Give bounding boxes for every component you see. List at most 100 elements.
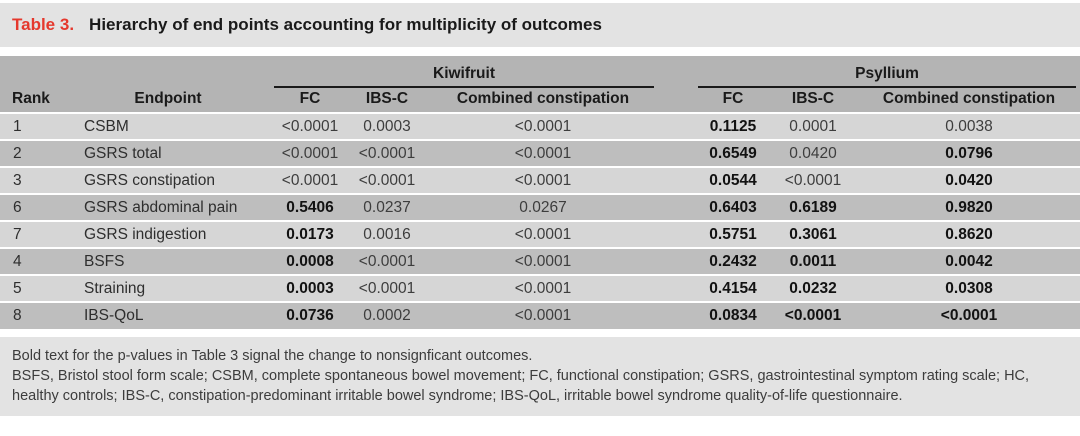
endpoint-cell: GSRS constipation xyxy=(62,166,274,194)
col-header-kiwifruit-combined: Combined constipation xyxy=(428,88,658,113)
table-row: 2 GSRS total <0.0001 <0.0001 <0.0001 0.6549 0.… xyxy=(0,139,1080,167)
pvalue-cell: 0.0002 xyxy=(346,301,428,329)
pvalue-cell: 0.0003 xyxy=(274,274,346,302)
table-row: 8 IBS-QoL 0.0736 0.0002 <0.0001 0.0834 <0.0001… xyxy=(0,301,1080,329)
spacer-cell xyxy=(658,247,698,275)
blank-header-cell xyxy=(0,56,62,88)
table-row: 3 GSRS constipation <0.0001 <0.0001 <0.0001 0… xyxy=(0,166,1080,194)
rank-cell: 3 xyxy=(0,166,62,194)
col-header-endpoint: Endpoint xyxy=(62,88,274,113)
pvalue-cell: <0.0001 xyxy=(428,166,658,194)
pvalue-cell: 0.0001 xyxy=(768,112,858,140)
pvalue-cell: 0.8620 xyxy=(858,220,1080,248)
pvalue-cell: 0.4154 xyxy=(698,274,768,302)
endpoint-cell: GSRS indigestion xyxy=(62,220,274,248)
pvalue-cell: <0.0001 xyxy=(428,301,658,329)
group-header-kiwifruit-label: Kiwifruit xyxy=(274,65,654,88)
rank-cell: 6 xyxy=(0,193,62,221)
col-header-psyllium-fc: FC xyxy=(698,88,768,113)
table-body: 1 CSBM <0.0001 0.0003 <0.0001 0.1125 0.0001 0.0… xyxy=(0,112,1080,329)
spacer-cell xyxy=(658,301,698,329)
pvalue-cell: 0.0420 xyxy=(768,139,858,167)
pvalue-cell: 0.0042 xyxy=(858,247,1080,275)
spacer-cell xyxy=(658,220,698,248)
group-header-psyllium: Psyllium xyxy=(698,56,1080,88)
outcomes-table: Kiwifruit Psyllium Rank Endpoint FC IBS-… xyxy=(0,56,1080,329)
pvalue-cell: 0.5751 xyxy=(698,220,768,248)
pvalue-cell: 0.0237 xyxy=(346,193,428,221)
spacer-cell xyxy=(658,166,698,194)
table-number: Table 3. xyxy=(12,15,75,34)
pvalue-cell: <0.0001 xyxy=(428,139,658,167)
pvalue-cell: <0.0001 xyxy=(428,220,658,248)
rank-cell: 5 xyxy=(0,274,62,302)
pvalue-cell: 0.1125 xyxy=(698,112,768,140)
footnote-abbreviations: BSFS, Bristol stool form scale; CSBM, co… xyxy=(12,368,1030,404)
endpoint-cell: BSFS xyxy=(62,247,274,275)
col-header-kiwifruit-ibsc: IBS-C xyxy=(346,88,428,113)
table-row: 6 GSRS abdominal pain 0.5406 0.0237 0.0267 0.… xyxy=(0,193,1080,221)
page-title: Hierarchy of end points accounting for m… xyxy=(89,15,602,34)
pvalue-cell: 0.0420 xyxy=(858,166,1080,194)
pvalue-cell: 0.9820 xyxy=(858,193,1080,221)
rank-cell: 8 xyxy=(0,301,62,329)
rank-cell: 1 xyxy=(0,112,62,140)
endpoint-cell: Straining xyxy=(62,274,274,302)
group-header-kiwifruit: Kiwifruit xyxy=(274,56,658,88)
group-header-psyllium-label: Psyllium xyxy=(698,65,1077,88)
pvalue-cell: 0.6403 xyxy=(698,193,768,221)
pvalue-cell: <0.0001 xyxy=(346,139,428,167)
pvalue-cell: <0.0001 xyxy=(274,166,346,194)
pvalue-cell: 0.6189 xyxy=(768,193,858,221)
spacer-cell xyxy=(658,112,698,140)
rank-cell: 7 xyxy=(0,220,62,248)
table-row: 7 GSRS indigestion 0.0173 0.0016 <0.0001 0.57… xyxy=(0,220,1080,248)
table-caption: Table 3. Hierarchy of end points account… xyxy=(0,3,1080,47)
blank-header-cell xyxy=(62,56,274,88)
pvalue-cell: 0.0544 xyxy=(698,166,768,194)
spacer-cell xyxy=(658,193,698,221)
col-header-rank: Rank xyxy=(0,88,62,113)
endpoint-cell: IBS-QoL xyxy=(62,301,274,329)
column-header-row: Rank Endpoint FC IBS-C Combined constipa… xyxy=(0,88,1080,113)
group-header-row: Kiwifruit Psyllium xyxy=(0,56,1080,88)
pvalue-cell: 0.0834 xyxy=(698,301,768,329)
pvalue-cell: 0.0267 xyxy=(428,193,658,221)
table-row: 1 CSBM <0.0001 0.0003 <0.0001 0.1125 0.0001 0.0… xyxy=(0,112,1080,140)
pvalue-cell: <0.0001 xyxy=(768,166,858,194)
endpoint-cell: CSBM xyxy=(62,112,274,140)
pvalue-cell: <0.0001 xyxy=(428,247,658,275)
table-row: 4 BSFS 0.0008 <0.0001 <0.0001 0.2432 0.0011 0.0… xyxy=(0,247,1080,275)
rank-cell: 4 xyxy=(0,247,62,275)
pvalue-cell: 0.3061 xyxy=(768,220,858,248)
pvalue-cell: <0.0001 xyxy=(346,166,428,194)
pvalue-cell: 0.0011 xyxy=(768,247,858,275)
table-footnotes: Bold text for the p-values in Table 3 si… xyxy=(0,337,1080,416)
pvalue-cell: 0.6549 xyxy=(698,139,768,167)
pvalue-cell: <0.0001 xyxy=(274,139,346,167)
pvalue-cell: 0.0008 xyxy=(274,247,346,275)
pvalue-cell: <0.0001 xyxy=(346,247,428,275)
table-figure: Table 3. Hierarchy of end points account… xyxy=(0,3,1080,436)
endpoint-cell: GSRS total xyxy=(62,139,274,167)
pvalue-cell: <0.0001 xyxy=(858,301,1080,329)
pvalue-cell: 0.2432 xyxy=(698,247,768,275)
table-row: 5 Straining 0.0003 <0.0001 <0.0001 0.4154 0.02… xyxy=(0,274,1080,302)
endpoint-cell: GSRS abdominal pain xyxy=(62,193,274,221)
col-header-psyllium-combined: Combined constipation xyxy=(858,88,1080,113)
footnote-bold-note: Bold text for the p-values in Table 3 si… xyxy=(12,348,533,364)
pvalue-cell: <0.0001 xyxy=(428,274,658,302)
pvalue-cell: 0.0232 xyxy=(768,274,858,302)
pvalue-cell: <0.0001 xyxy=(346,274,428,302)
pvalue-cell: <0.0001 xyxy=(274,112,346,140)
col-header-psyllium-ibsc: IBS-C xyxy=(768,88,858,113)
col-header-kiwifruit-fc: FC xyxy=(274,88,346,113)
pvalue-cell: 0.0796 xyxy=(858,139,1080,167)
pvalue-cell: 0.0003 xyxy=(346,112,428,140)
pvalue-cell: <0.0001 xyxy=(768,301,858,329)
pvalue-cell: 0.0736 xyxy=(274,301,346,329)
pvalue-cell: 0.0016 xyxy=(346,220,428,248)
pvalue-cell: <0.0001 xyxy=(428,112,658,140)
spacer-header-cell xyxy=(658,88,698,113)
spacer-header-cell xyxy=(658,56,698,88)
